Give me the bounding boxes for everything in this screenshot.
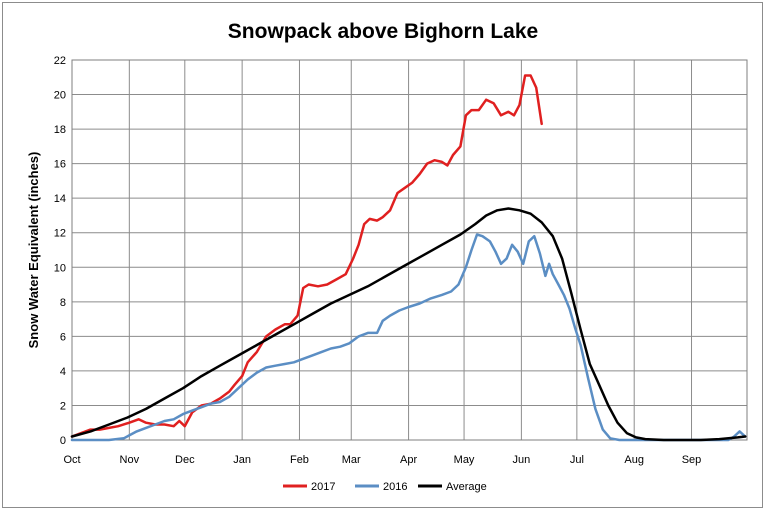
legend-label-2017: 2017: [311, 481, 335, 493]
x-tick-label: Jan: [233, 454, 251, 466]
legend: 2017 2016 Average: [283, 481, 487, 493]
x-tick-labels: Oct Nov Dec Jan Feb Mar Apr May Jun Jul Aug Sep: [63, 454, 701, 466]
legend-label-2016: 2016: [383, 481, 407, 493]
series-line-2016: [70, 233, 747, 442]
plot-area: [71, 59, 748, 441]
x-tick-label: Feb: [290, 454, 309, 466]
x-tick-label: May: [454, 454, 475, 466]
series-line-average: [70, 207, 747, 442]
y-axis-label: Snow Water Equivalent (inches): [26, 152, 41, 349]
y-tick-label: 2: [60, 400, 66, 412]
y-tick-label: 12: [54, 228, 66, 240]
y-tick-labels: 0 2 4 6 8 10 12 14 16 18 20 22: [54, 55, 66, 447]
y-tick-label: 14: [54, 193, 66, 205]
chart-title: Snowpack above Bighorn Lake: [228, 20, 538, 43]
y-tick-label: 18: [54, 124, 66, 136]
x-tick-label: Jul: [570, 454, 584, 466]
y-tick-label: 20: [54, 90, 66, 102]
grid-lines: [72, 59, 747, 441]
y-tick-label: 4: [60, 366, 66, 378]
x-tick-label: Aug: [624, 454, 644, 466]
y-tick-label: 6: [60, 331, 66, 343]
x-tick-label: Mar: [342, 454, 361, 466]
x-tick-label: Dec: [175, 454, 195, 466]
x-tick-label: Sep: [682, 454, 702, 466]
series-line-2017: [70, 74, 543, 438]
series-lines: [70, 74, 747, 442]
x-tick-label: Apr: [400, 454, 417, 466]
x-tick-label: Nov: [120, 454, 140, 466]
x-tick-label: Jun: [513, 454, 531, 466]
legend-label-average: Average: [446, 481, 487, 493]
x-tick-label: Oct: [63, 454, 80, 466]
y-tick-label: 22: [54, 55, 66, 67]
y-tick-label: 10: [54, 262, 66, 274]
y-tick-label: 16: [54, 159, 66, 171]
y-tick-label: 0: [60, 435, 66, 447]
y-tick-label: 8: [60, 297, 66, 309]
